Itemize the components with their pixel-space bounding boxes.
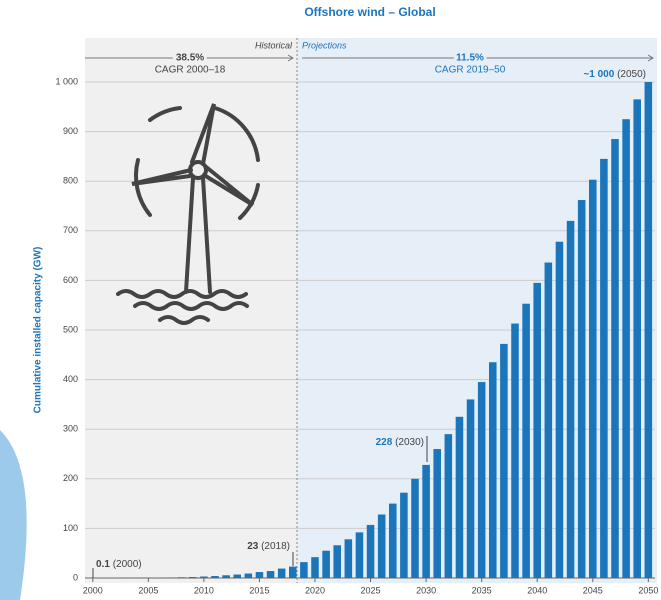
period-label: Projections <box>302 40 347 50</box>
annotation-year: (2030) <box>395 437 424 448</box>
bar <box>400 492 408 578</box>
annotation: 23 (2018) <box>247 541 290 552</box>
turbine-icon <box>116 103 260 325</box>
bar <box>322 550 330 578</box>
x-tick-label: 2010 <box>194 585 214 595</box>
y-tick-label: 800 <box>63 176 78 186</box>
bar <box>289 566 297 578</box>
bar <box>555 241 564 578</box>
bar <box>566 220 575 578</box>
period-label: Historical <box>255 40 293 50</box>
cagr-value: 38.5% <box>176 53 204 64</box>
bar <box>455 416 464 578</box>
annotation: ~1 000 (2050) <box>583 69 646 80</box>
cagr-label: CAGR 2019–50 <box>435 65 506 76</box>
annotation-value: ~1 000 <box>583 69 614 80</box>
bar <box>622 119 630 578</box>
bar <box>333 545 341 578</box>
bar <box>366 524 375 578</box>
bar <box>344 539 353 578</box>
chart-title: Offshore wind – Global <box>304 5 435 19</box>
y-tick-label: 300 <box>63 424 78 434</box>
bar <box>577 200 586 578</box>
bar <box>511 323 519 578</box>
bar <box>611 139 619 579</box>
bar <box>277 568 286 578</box>
bar <box>466 399 475 578</box>
y-tick-label: 200 <box>63 473 78 483</box>
bar <box>477 382 486 578</box>
y-tick-label: 500 <box>63 324 78 334</box>
bar <box>522 303 530 578</box>
x-tick-label: 2050 <box>638 585 658 595</box>
x-tick-label: 2035 <box>472 585 492 595</box>
bar <box>355 532 364 578</box>
arrow-head <box>647 54 654 62</box>
bar <box>233 574 241 578</box>
y-tick-label: 700 <box>63 225 78 235</box>
y-tick-label: 600 <box>63 275 78 285</box>
cagr-label: CAGR 2000–18 <box>155 65 226 76</box>
y-tick-label: 100 <box>63 523 78 533</box>
bar <box>300 562 308 578</box>
bar <box>500 343 508 578</box>
bar <box>489 362 497 578</box>
decor <box>0 430 27 600</box>
bar <box>411 478 419 578</box>
bar <box>444 434 453 578</box>
x-tick-label: 2045 <box>583 585 603 595</box>
bar <box>589 179 597 578</box>
bar <box>200 576 208 578</box>
y-tick-label: 1 000 <box>55 76 78 86</box>
bar <box>600 158 608 578</box>
y-axis-title: Cumulative installed capacity (GW) <box>33 247 44 414</box>
bar <box>266 571 275 578</box>
x-tick-label: 2040 <box>527 585 547 595</box>
y-tick-label: 900 <box>63 126 78 136</box>
x-tick-label: 2005 <box>138 585 158 595</box>
annotation: 228 (2030) <box>376 437 424 448</box>
y-tick-label: 0 <box>73 572 78 582</box>
annotation-year: (2000) <box>113 559 142 570</box>
bar <box>177 577 186 578</box>
bar <box>422 464 430 578</box>
annotation-year: (2018) <box>261 541 290 552</box>
annotation-value: 23 <box>247 541 259 552</box>
bar <box>211 576 219 578</box>
bar <box>533 282 541 578</box>
y-tick-label: 400 <box>63 374 78 384</box>
bar <box>255 572 264 578</box>
bar <box>222 575 230 578</box>
annotation-year: (2050) <box>617 69 646 80</box>
x-tick-label: 2025 <box>361 585 381 595</box>
bar <box>166 577 175 578</box>
annotation-value: 0.1 <box>96 559 110 570</box>
x-tick-label: 2000 <box>83 585 103 595</box>
bar <box>377 514 386 578</box>
x-tick-label: 2030 <box>416 585 436 595</box>
projection-bg <box>297 38 657 583</box>
bar <box>189 577 197 578</box>
x-tick-label: 2020 <box>305 585 325 595</box>
annotation: 0.1 (2000) <box>96 559 142 570</box>
bar <box>644 82 653 578</box>
bar <box>544 262 553 578</box>
bar <box>244 573 253 578</box>
cagr-value: 11.5% <box>456 53 484 64</box>
annotation-value: 228 <box>376 437 393 448</box>
bar <box>433 449 441 578</box>
arrow-head <box>287 54 294 62</box>
bar <box>633 99 641 579</box>
bar <box>389 503 397 578</box>
bar <box>311 557 319 578</box>
x-tick-label: 2015 <box>249 585 269 595</box>
